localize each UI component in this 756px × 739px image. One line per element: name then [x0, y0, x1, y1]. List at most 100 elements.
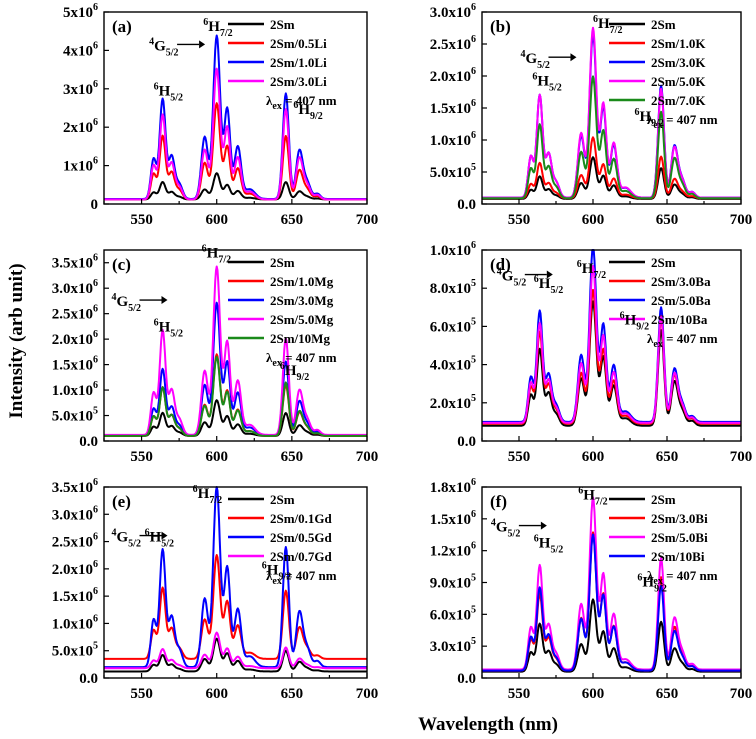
- transition-annotation: 6H7/2: [577, 259, 606, 281]
- transition-annotation: 4G5/2: [520, 49, 549, 71]
- transition-annotation: 6H7/2: [193, 484, 222, 506]
- legend-entry: 2Sm/1.0Mg: [270, 274, 334, 289]
- y-tick-label: 2.5x106: [52, 532, 98, 551]
- series-line-2sm-7-0k: [481, 75, 742, 200]
- y-tick-label: 1.5x106: [52, 586, 98, 605]
- x-tick-label: 700: [730, 686, 753, 702]
- y-tick-label: 2.0x106: [52, 559, 98, 578]
- y-tick-label: 1.8x106: [430, 477, 476, 496]
- y-tick-label: 1.5x106: [52, 355, 98, 374]
- x-tick-label: 650: [656, 449, 679, 465]
- y-tick-label: 2.0x106: [430, 66, 476, 85]
- annotation-arrowhead: [161, 531, 168, 540]
- transition-annotation: 4G5/2: [112, 528, 141, 550]
- plot-frame: [103, 249, 368, 442]
- series-line-2sm-3-0li: [103, 67, 368, 201]
- y-tick-label: 1x106: [63, 156, 98, 175]
- excitation-label: λex = 407 nm: [266, 568, 337, 587]
- excitation-label: λex = 407 nm: [266, 350, 337, 369]
- y-tick-label: 0.0: [457, 671, 476, 687]
- legend-entry: 2Sm/1.0Li: [270, 55, 327, 70]
- y-tick-label: 1.0x106: [430, 240, 476, 259]
- series-line-2sm-3-0ba: [481, 288, 742, 425]
- legend-entry: 2Sm/5.0Bi: [651, 530, 708, 545]
- y-tick-label: 0.0: [79, 434, 98, 450]
- x-tick-label: 700: [356, 449, 379, 465]
- transition-annotation: 4G5/2: [497, 267, 526, 289]
- legend-entry: 2Sm: [270, 492, 295, 507]
- panel-d: 550 600 650 700 0.0 2.0x105 4.0x105 6.0x105 8.0x…: [430, 240, 753, 465]
- legend-entry: 2Sm/3.0K: [651, 55, 706, 70]
- legend-entry: 2Sm: [270, 255, 295, 270]
- y-tick-label: 5.0x105: [52, 641, 98, 660]
- y-tick-label: 9.0x105: [430, 573, 476, 592]
- legend-entry: 2Sm/0.5Li: [270, 36, 327, 51]
- annotation-arrowhead: [161, 296, 168, 305]
- y-tick-label: 0.0: [457, 434, 476, 450]
- series-line-2sm-10bi: [481, 533, 742, 672]
- panel-b: 550 600 650 700 0.0 5.0x105 1.0x106 1.5x106 2.0x…: [430, 2, 753, 228]
- y-tick-label: 1.0x106: [430, 130, 476, 149]
- x-tick-label: 700: [730, 449, 753, 465]
- x-tick-label: 550: [130, 686, 153, 702]
- transition-annotation: 6H7/2: [578, 486, 607, 508]
- y-tick-label: 1.2x106: [430, 541, 476, 560]
- transition-annotation: 6H9/2: [620, 310, 649, 332]
- legend-entry: 2Sm/3.0Li: [270, 74, 327, 89]
- y-tick-label: 1.5x106: [430, 509, 476, 528]
- x-tick-label: 600: [205, 686, 228, 702]
- x-tick-label: 650: [281, 686, 304, 702]
- panel-label: (a): [112, 17, 132, 36]
- y-tick-label: 3.0x106: [430, 2, 476, 21]
- transition-annotation: 6H5/2: [145, 528, 174, 550]
- transition-annotation: 6H5/2: [534, 274, 563, 296]
- y-tick-label: 6.0x105: [430, 604, 476, 623]
- panel-label: (e): [112, 492, 131, 511]
- legend-entry: 2Sm: [651, 492, 676, 507]
- transition-annotation: 6H5/2: [154, 82, 183, 104]
- y-tick-label: 4.0x105: [430, 355, 476, 374]
- x-tick-label: 650: [656, 686, 679, 702]
- y-tick-label: 1.5x106: [430, 98, 476, 117]
- series-line-2sm-0-1gd: [103, 554, 368, 660]
- legend-entry: 2Sm/0.7Gd: [270, 549, 333, 564]
- transition-annotation: 6H9/2: [634, 107, 663, 129]
- y-tick-label: 4x106: [63, 40, 98, 59]
- legend-entry: 2Sm/7.0K: [651, 93, 706, 108]
- plot-frame: [103, 486, 368, 679]
- excitation-label: λex = 407 nm: [266, 93, 337, 112]
- transition-annotation: 4G5/2: [112, 292, 141, 314]
- x-tick-label: 650: [281, 212, 304, 228]
- x-tick-label: 700: [730, 212, 753, 228]
- transition-annotation: 6H5/2: [532, 72, 561, 94]
- series-line-2sm-10ba: [481, 265, 742, 424]
- x-tick-label: 550: [130, 212, 153, 228]
- y-tick-label: 2.5x106: [52, 304, 98, 323]
- y-tick-label: 2.0x105: [430, 393, 476, 412]
- transition-annotation: 6H9/2: [280, 361, 309, 383]
- legend-entry: 2Sm/0.1Gd: [270, 511, 333, 526]
- series-line-2sm: [103, 399, 368, 437]
- y-axis-label: Intensity (arb unit): [6, 263, 27, 418]
- x-tick-label: 550: [130, 449, 153, 465]
- panel-label: (d): [490, 255, 511, 274]
- panel-label: (c): [112, 255, 131, 274]
- legend-entry: 2Sm/5.0Mg: [270, 312, 334, 327]
- series-line-2sm-0-7gd: [103, 631, 368, 670]
- legend-entry: 2Sm/5.0Ba: [651, 293, 711, 308]
- transition-annotation: 6H7/2: [202, 244, 231, 266]
- transition-annotation: 6H9/2: [262, 560, 291, 582]
- y-tick-label: 8.0x105: [430, 278, 476, 297]
- legend-entry: 2Sm/3.0Bi: [651, 511, 708, 526]
- transition-annotation: 6H9/2: [637, 573, 666, 595]
- x-axis-label: Wavelength (nm): [418, 714, 558, 735]
- y-tick-label: 3.5x106: [52, 253, 98, 272]
- annotation-arrowhead: [199, 40, 206, 49]
- panels: 550 600 650 700 0 1x106 2x106 3x106 4x106 5x106 (a…: [52, 2, 753, 702]
- excitation-label: λex = 407 nm: [647, 331, 718, 350]
- x-tick-label: 600: [205, 212, 228, 228]
- annotation-arrowhead: [570, 53, 577, 62]
- legend-entry: 2Sm/10Ba: [651, 312, 708, 327]
- transition-annotation: 6H5/2: [534, 533, 563, 555]
- series-line-2sm-10mg: [103, 355, 368, 437]
